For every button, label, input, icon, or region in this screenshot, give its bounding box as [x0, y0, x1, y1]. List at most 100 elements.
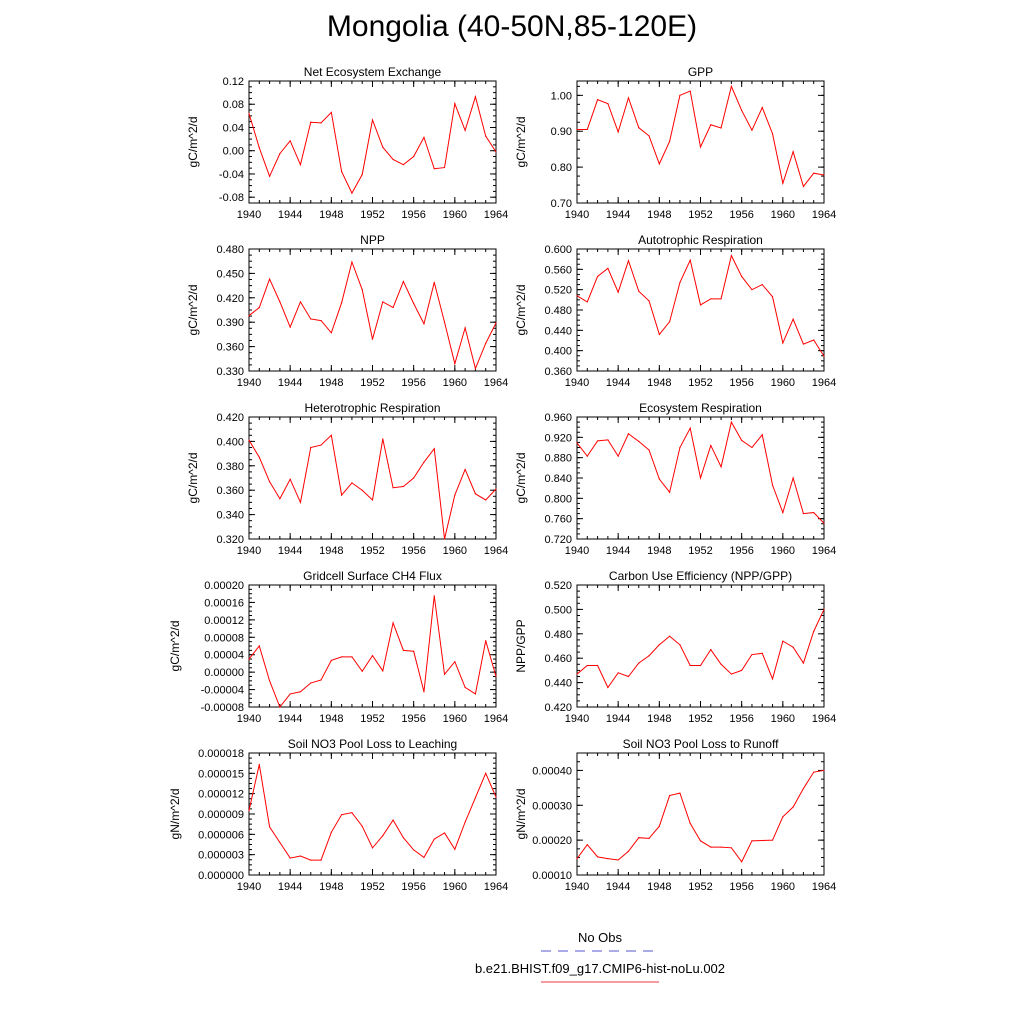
data-point	[730, 421, 732, 423]
panel-title: Soil NO3 Pool Loss to Leaching	[288, 737, 457, 751]
panel-title: Ecosystem Respiration	[639, 401, 762, 415]
y-tick-label: 0.720	[544, 534, 572, 546]
panel-1: Net Ecosystem Exchange gC/m^2/d 1940 1944 19…	[186, 65, 508, 221]
data-point	[279, 301, 281, 303]
y-tick-label: 0.000015	[198, 768, 244, 780]
data-point	[771, 133, 774, 135]
x-tick-label: 1960	[771, 881, 795, 893]
data-point	[341, 814, 343, 816]
data-point	[669, 140, 671, 142]
data-point	[638, 662, 640, 664]
x-tick-label: 1956	[401, 713, 425, 725]
data-point	[330, 332, 332, 334]
data-point	[710, 124, 712, 126]
data-point	[371, 499, 374, 501]
data-point	[710, 649, 712, 651]
data-point	[495, 151, 497, 153]
legend-item-model: b.e21.BHIST.f09_g17.CMIP6-hist-noLu.002	[440, 961, 760, 988]
data-point	[586, 664, 588, 667]
y-axis-label: NPP/GPP	[514, 619, 528, 672]
panel-6: Ecosystem Respiration gC/m^2/d 1940 1944 194…	[514, 401, 836, 557]
data-point	[443, 166, 446, 169]
y-tick-label: 0.000000	[198, 870, 244, 882]
data-point	[382, 146, 384, 148]
data-point	[617, 455, 619, 457]
data-point	[720, 663, 722, 665]
data-point	[268, 175, 271, 177]
x-tick-label: 1948	[319, 545, 343, 557]
x-tick-label: 1940	[565, 377, 589, 389]
data-point	[638, 127, 640, 129]
x-tick-label: 1944	[278, 713, 302, 725]
data-point	[361, 489, 363, 491]
x-tick-label: 1944	[606, 209, 630, 221]
data-point	[741, 669, 743, 672]
data-point	[730, 847, 732, 849]
x-tick-label: 1952	[360, 545, 384, 557]
data-point	[576, 673, 578, 675]
data-point	[669, 794, 671, 797]
series-line	[248, 434, 497, 540]
x-tick-label: 1952	[360, 209, 384, 221]
y-tick-label: -0.08	[219, 192, 244, 204]
y-tick-label: 0.440	[544, 678, 572, 690]
data-point	[607, 686, 609, 689]
data-point	[771, 839, 774, 841]
data-point	[258, 306, 260, 309]
data-point	[320, 679, 322, 681]
x-tick-label: 1944	[278, 881, 302, 893]
data-point	[413, 302, 415, 305]
data-point	[669, 321, 671, 323]
data-point	[474, 367, 477, 370]
y-tick-label: 0.840	[544, 473, 572, 485]
y-tick-label: 0.330	[216, 366, 244, 378]
data-point	[268, 278, 271, 280]
data-point	[299, 855, 302, 857]
data-point	[423, 323, 425, 325]
legend-swatch-obs	[541, 950, 659, 952]
x-tick-label: 1940	[565, 713, 589, 725]
y-axis-label: gC/m^2/d	[514, 453, 528, 504]
data-point	[596, 856, 599, 858]
data-point	[413, 477, 415, 479]
data-point	[402, 280, 404, 283]
data-point	[596, 664, 599, 667]
data-point	[802, 185, 805, 188]
x-tick-label: 1960	[771, 377, 795, 389]
x-tick-label: 1964	[484, 545, 508, 557]
data-point	[485, 772, 487, 774]
data-point	[341, 494, 343, 496]
data-point	[341, 302, 343, 304]
data-point	[771, 296, 774, 298]
x-tick-label: 1952	[688, 209, 712, 221]
data-point	[433, 281, 435, 283]
y-tick-label: -0.04	[219, 169, 244, 181]
data-point	[454, 494, 456, 496]
x-tick-label: 1952	[688, 377, 712, 389]
data-point	[627, 97, 630, 99]
x-tick-label: 1944	[606, 881, 630, 893]
data-point	[392, 487, 394, 489]
data-point	[248, 439, 250, 441]
y-tick-label: 0.000012	[198, 789, 244, 801]
data-point	[351, 261, 353, 263]
panel-5: Heterotrophic Respiration gC/m^2/d 1940 194…	[186, 401, 508, 557]
x-tick-label: 1956	[401, 545, 425, 557]
data-point	[268, 481, 271, 483]
data-point	[823, 174, 825, 176]
data-point	[802, 662, 805, 664]
y-tick-label: 0.12	[223, 76, 244, 88]
data-point	[586, 301, 588, 303]
y-tick-label: 0.00016	[204, 597, 244, 609]
x-tick-label: 1956	[729, 377, 753, 389]
data-point	[576, 295, 578, 297]
series-line	[576, 609, 825, 689]
data-point	[310, 859, 312, 861]
data-point	[464, 821, 466, 823]
plot-frame	[576, 752, 825, 876]
data-point	[813, 630, 815, 632]
y-tick-label: 0.480	[544, 629, 572, 641]
data-point	[689, 822, 691, 825]
y-tick-label: 0.000018	[198, 748, 244, 760]
